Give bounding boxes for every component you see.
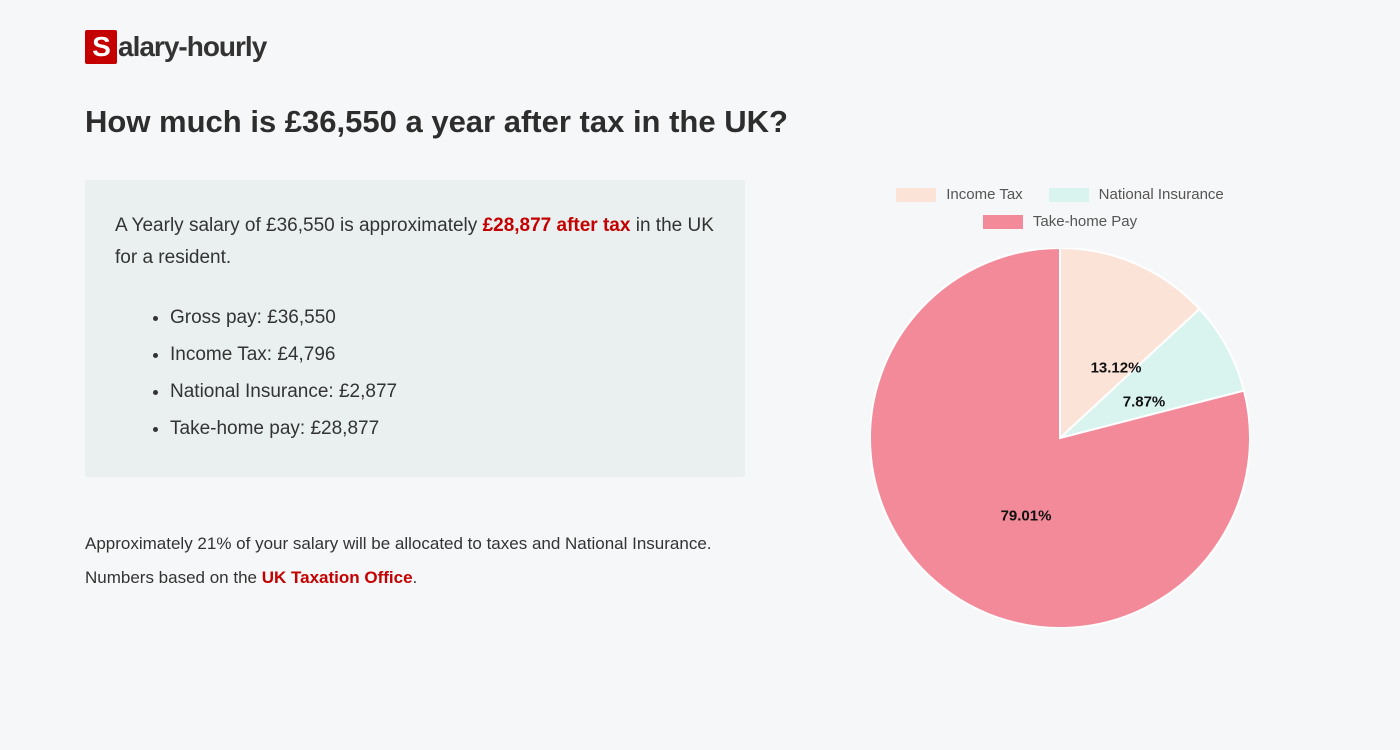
pie-slice-label: 79.01%	[1001, 508, 1052, 525]
intro-prefix: A Yearly salary of £36,550 is approximat…	[115, 215, 483, 236]
footnote-line1: Approximately 21% of your salary will be…	[85, 534, 712, 553]
pie-slice-label: 13.12%	[1091, 360, 1142, 377]
footnote-line2-suffix: .	[413, 568, 418, 587]
list-item: National Insurance: £2,877	[170, 373, 715, 410]
legend-label: National Insurance	[1099, 186, 1224, 203]
site-logo: Salary-hourly	[85, 30, 1315, 64]
pie-chart: 13.12% 7.87% 79.01%	[870, 248, 1250, 628]
legend-swatch	[896, 188, 936, 202]
pie-slice-label: 7.87%	[1123, 394, 1166, 411]
logo-box: S	[85, 30, 117, 64]
taxation-office-link[interactable]: UK Taxation Office	[262, 568, 413, 587]
left-column: A Yearly salary of £36,550 is approximat…	[85, 180, 745, 628]
legend-item: Take-home Pay	[983, 213, 1137, 230]
legend-item: National Insurance	[1049, 186, 1224, 203]
footnote-line2-prefix: Numbers based on the	[85, 568, 262, 587]
legend-label: Income Tax	[946, 186, 1022, 203]
intro-highlight: £28,877 after tax	[483, 215, 631, 236]
summary-list: Gross pay: £36,550 Income Tax: £4,796 Na…	[115, 299, 715, 447]
page-title: How much is £36,550 a year after tax in …	[85, 104, 1315, 140]
list-item: Gross pay: £36,550	[170, 299, 715, 336]
summary-intro: A Yearly salary of £36,550 is approximat…	[115, 210, 715, 275]
logo-text: alary-hourly	[118, 31, 266, 63]
legend-swatch	[983, 215, 1023, 229]
legend-item: Income Tax	[896, 186, 1022, 203]
legend-label: Take-home Pay	[1033, 213, 1137, 230]
list-item: Income Tax: £4,796	[170, 336, 715, 373]
legend-swatch	[1049, 188, 1089, 202]
footnote: Approximately 21% of your salary will be…	[85, 527, 745, 595]
pie-svg	[870, 248, 1250, 628]
right-column: Income Tax National Insurance Take-home …	[845, 180, 1275, 628]
content-row: A Yearly salary of £36,550 is approximat…	[85, 180, 1315, 628]
list-item: Take-home pay: £28,877	[170, 410, 715, 447]
summary-box: A Yearly salary of £36,550 is approximat…	[85, 180, 745, 477]
pie-legend: Income Tax National Insurance Take-home …	[845, 186, 1275, 230]
